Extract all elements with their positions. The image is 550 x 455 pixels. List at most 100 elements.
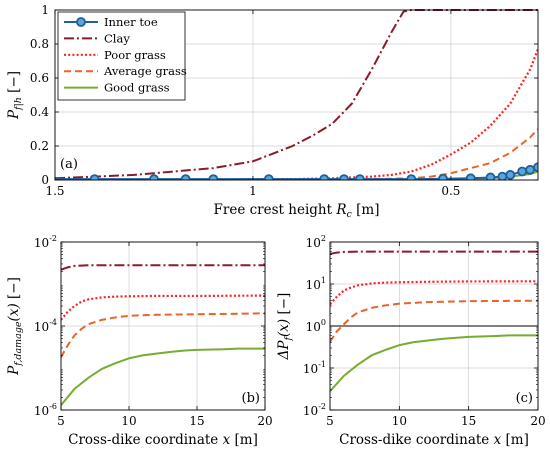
series-group	[61, 264, 265, 406]
data-point-marker	[180, 174, 191, 180]
x-tick-label: 15	[189, 414, 204, 428]
y-tick-exponent: 1	[321, 276, 326, 285]
x-tick-label: 1	[249, 184, 257, 198]
x-tick-label: 20	[530, 414, 545, 428]
data-point-marker	[497, 171, 508, 180]
y-tick-label: 10-2	[34, 234, 57, 250]
data-point-marker	[465, 173, 476, 180]
axes-box	[54, 9, 539, 181]
x-axis-label: Cross-dike coordinate x [m]	[68, 432, 258, 448]
y-axis-label-arg: (x)	[276, 319, 292, 337]
legend-label: Good grass	[104, 81, 170, 95]
legend-label: Inner toe	[104, 15, 158, 29]
data-point-marker	[485, 172, 496, 180]
x-axis-label: Cross-dike coordinate x [m]	[339, 432, 529, 448]
x-axis-label-var: x	[223, 432, 231, 448]
series-line-clay	[61, 264, 265, 271]
y-tick-label: 101	[306, 276, 326, 292]
series-line-average-grass	[61, 312, 265, 358]
data-point-marker	[89, 174, 100, 180]
y-axis-label-unit: [−]	[276, 293, 292, 319]
y-tick-label: 1	[41, 3, 49, 17]
y-tick-label: 10-1	[303, 360, 326, 376]
y-axis-label-var: P	[6, 109, 22, 120]
y-axis-label-arg: (x)	[6, 303, 22, 321]
y-tick-label: 0.6	[30, 71, 49, 85]
y-tick-exponent: -1	[318, 360, 326, 369]
y-axis-label-sub: f|h	[13, 97, 24, 111]
x-axis-label-text: Cross-dike coordinate	[68, 432, 222, 448]
panel-label: (c)	[516, 391, 533, 406]
y-tick-exponent: 0	[321, 318, 326, 327]
panel-label: (a)	[60, 157, 78, 172]
series-line-good-grass	[330, 334, 538, 392]
data-point-marker	[208, 174, 219, 180]
x-axis-label-var: R	[335, 202, 346, 218]
y-tick-label: 100	[306, 318, 326, 334]
x-tick-label: 10	[392, 414, 407, 428]
panel-label: (b)	[242, 391, 260, 406]
x-tick-label: 5	[57, 414, 65, 428]
data-point-marker	[505, 169, 516, 180]
x-axis-label-text: Free crest height	[214, 202, 337, 218]
data-point-marker	[149, 174, 159, 180]
y-tick-label: 0.2	[30, 139, 49, 153]
legend-label: Poor grass	[104, 48, 166, 62]
panel-a: 1.5 1 0.5 0 0.2 0.4 0.6 0.8 1 Free crest height R…	[6, 3, 539, 220]
y-tick-label: 0	[41, 173, 49, 187]
y-axis-label-sub: f,damage	[13, 321, 24, 367]
x-axis-label-text: Cross-dike coordinate	[339, 432, 493, 448]
x-tick-label: 20	[257, 414, 272, 428]
series-line-clay	[330, 250, 538, 255]
x-tick-label: 5	[326, 414, 334, 428]
y-tick-exponent: 2	[321, 234, 326, 243]
data-point-marker	[339, 174, 349, 180]
x-axis-label: Free crest height Rc [m]	[214, 202, 380, 220]
data-point-marker	[319, 174, 330, 180]
y-axis-label-var: ΔP	[276, 340, 292, 361]
data-point-marker	[263, 174, 274, 180]
x-axis-label-unit: [m]	[230, 432, 258, 448]
series-group	[330, 250, 538, 392]
x-axis-label-sub: c	[347, 209, 353, 220]
y-tick-label: 0.8	[30, 37, 49, 51]
x-tick-label: 10	[121, 414, 136, 428]
y-axis-label-var: P	[6, 365, 22, 376]
x-tick-label: 15	[461, 414, 476, 428]
y-tick-exponent: -2	[318, 402, 326, 411]
y-axis-label: Pf|h [−]	[6, 71, 24, 120]
y-tick-label: 10-6	[34, 402, 57, 418]
y-axis-label-unit: [−]	[6, 277, 22, 303]
x-tick-label: 1.5	[45, 184, 64, 198]
data-point-marker	[525, 164, 535, 175]
x-tick-label: 0.5	[441, 184, 460, 198]
y-tick-exponent: -2	[49, 234, 57, 243]
legend-marker	[76, 17, 86, 27]
y-tick-label: 102	[306, 234, 326, 250]
legend: Inner toe Clay Poor grass Average grass Good…	[57, 11, 187, 101]
legend-label: Clay	[104, 31, 130, 45]
y-tick-exponent: -4	[49, 318, 57, 327]
legend-box	[57, 11, 186, 101]
series-line-poor-grass	[330, 280, 538, 305]
legend-label: Average grass	[103, 64, 187, 78]
data-point-marker	[533, 162, 538, 173]
data-point-marker	[354, 174, 365, 180]
x-axis-label-var: x	[494, 432, 502, 448]
y-axis-label: ΔPf(x) [−]	[276, 293, 294, 361]
panel-b: 5 10 15 20 10-6 10-4 10-2 Cross-dike coordinate…	[6, 234, 273, 448]
data-point-marker	[438, 173, 448, 180]
x-axis-label-unit: [m]	[352, 202, 380, 218]
y-tick-label: 10-2	[303, 402, 326, 418]
y-tick-label: 0.4	[30, 105, 49, 119]
series-line-average-grass	[55, 128, 538, 180]
y-axis-label-sub: f	[283, 335, 294, 341]
y-tick-exponent: -6	[49, 402, 57, 411]
y-axis-label: Pf,damage(x) [−]	[6, 277, 24, 376]
data-point-marker	[517, 166, 528, 177]
y-tick-label: 10-4	[34, 318, 57, 334]
x-axis-label-unit: [m]	[501, 432, 529, 448]
data-point-marker	[406, 174, 417, 180]
